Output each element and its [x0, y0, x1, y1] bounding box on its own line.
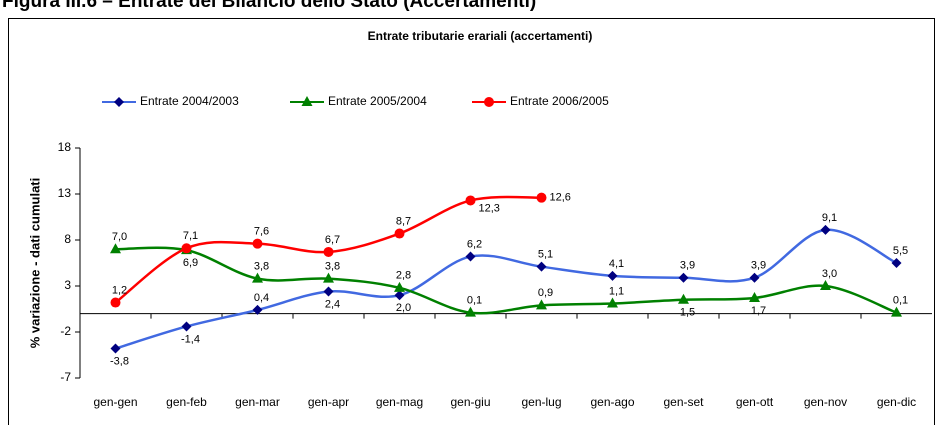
value-label: -1,4 [181, 333, 200, 345]
value-label: 1,7 [751, 305, 766, 317]
value-label: 1,2 [112, 284, 127, 296]
value-label: -3,8 [110, 355, 129, 367]
legend-label: Entrate 2004/2003 [140, 94, 239, 108]
x-tick-label: gen-apr [308, 395, 349, 409]
value-label: 3,8 [325, 261, 340, 273]
value-label: 6,9 [183, 257, 198, 269]
point [465, 251, 476, 262]
value-label: 1,1 [609, 285, 624, 297]
value-label: 0,4 [254, 292, 269, 304]
legend-marker [114, 97, 124, 107]
y-tick-label: 3 [64, 278, 71, 292]
point [110, 243, 121, 254]
point [536, 192, 547, 203]
point [252, 304, 263, 315]
point [181, 321, 192, 332]
x-tick-label: gen-set [663, 395, 704, 409]
y-axis-label: % variazione - dati cumulati [27, 178, 42, 349]
value-label: 6,7 [325, 234, 340, 246]
point [749, 291, 760, 302]
value-label: 4,1 [609, 258, 624, 270]
x-tick-label: gen-gen [93, 395, 137, 409]
series-line [115, 228, 898, 350]
legend-marker [484, 97, 494, 107]
y-tick-label: 13 [58, 186, 72, 200]
point [252, 238, 263, 249]
value-label: 12,3 [479, 202, 500, 214]
point [678, 293, 689, 304]
point [607, 270, 618, 281]
point [891, 306, 902, 317]
point [607, 297, 618, 308]
value-label: 12,6 [550, 192, 571, 204]
chart-frame [8, 18, 935, 425]
point [394, 290, 405, 301]
x-tick-label: gen-ago [590, 395, 634, 409]
value-label: 7,6 [254, 226, 269, 238]
value-label: 1,5 [680, 307, 695, 319]
x-tick-label: gen-ott [736, 395, 774, 409]
x-tick-label: gen-nov [804, 395, 847, 409]
x-tick-label: gen-mar [235, 395, 280, 409]
x-tick-label: gen-feb [166, 395, 207, 409]
point [820, 280, 831, 290]
x-tick-label: gen-giu [450, 395, 490, 409]
value-label: 3,9 [751, 260, 766, 272]
point [465, 306, 476, 317]
point [465, 195, 476, 206]
value-label: 7,1 [183, 230, 198, 242]
x-tick-label: gen-dic [877, 395, 916, 409]
point [536, 299, 547, 310]
point [536, 261, 547, 272]
point [749, 272, 760, 283]
point [323, 246, 334, 257]
chart-title: Entrate tributarie erariali (accertament… [368, 29, 593, 43]
point [323, 286, 334, 297]
value-label: 8,7 [396, 215, 411, 227]
value-label: 2,4 [325, 298, 340, 310]
point [394, 281, 405, 292]
y-tick-label: -2 [60, 324, 71, 338]
x-tick-label: gen-mag [376, 395, 423, 409]
value-label: 0,1 [893, 295, 908, 307]
value-label: 2,8 [396, 270, 411, 282]
value-label: 2,0 [396, 302, 411, 314]
point [110, 297, 121, 308]
point [110, 343, 121, 354]
legend-label: Entrate 2006/2005 [510, 94, 609, 108]
y-tick-label: -7 [60, 370, 71, 384]
value-label: 5,5 [893, 245, 908, 257]
point [891, 258, 902, 268]
value-label: 3,9 [680, 260, 695, 272]
point [820, 224, 831, 235]
point [394, 228, 405, 239]
value-label: 9,1 [822, 212, 837, 224]
value-label: 5,1 [538, 249, 553, 261]
y-tick-label: 18 [58, 140, 72, 154]
y-tick-label: 8 [64, 232, 71, 246]
value-label: 3,8 [254, 261, 269, 273]
point [323, 272, 334, 283]
x-tick-label: gen-lug [521, 395, 561, 409]
series-line [115, 246, 897, 315]
legend-marker [301, 96, 313, 106]
value-label: 0,1 [467, 295, 482, 307]
point [678, 272, 689, 283]
value-label: 7,0 [112, 231, 127, 243]
legend-label: Entrate 2005/2004 [328, 94, 427, 108]
point [181, 243, 192, 254]
figure-title: Figura III.6 – Entrate del Bilancio dell… [2, 0, 536, 12]
value-label: 0,9 [538, 287, 553, 299]
value-label: 3,0 [822, 268, 837, 280]
point [252, 272, 263, 283]
value-label: 6,2 [467, 238, 482, 250]
